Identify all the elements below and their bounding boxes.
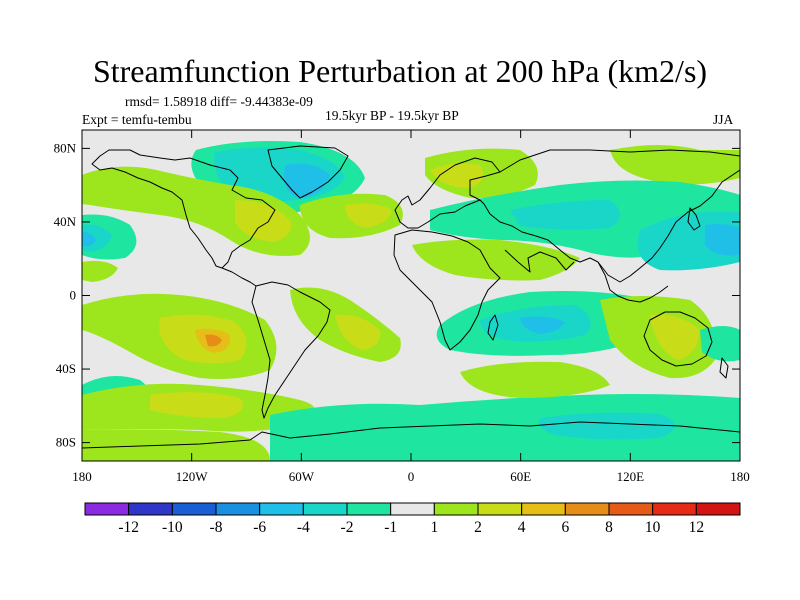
contour-natl-pos2	[345, 203, 392, 228]
stats-text: rmsd= 1.58918 diff= -9.44383e-09	[125, 94, 313, 109]
madagascar-coast	[487, 314, 499, 341]
colorbar-label: -12	[118, 519, 139, 536]
lat-tick-label: 40N	[54, 214, 77, 229]
season-label: JJA	[713, 112, 734, 127]
contour-dateline-neg3	[82, 232, 96, 247]
contour-arctic-neg3	[284, 163, 330, 198]
nz-coast	[719, 357, 729, 379]
period-label: 19.5kyr BP - 19.5kyr BP	[325, 108, 459, 123]
south-america-coast	[251, 281, 331, 419]
colorbar-label: -6	[253, 519, 266, 536]
arabia-india-coast	[504, 249, 575, 273]
contour-namerica-pos	[235, 200, 291, 242]
lon-tick-label: 60W	[289, 469, 315, 484]
contour-tatl-pos2	[335, 314, 381, 350]
colorbar-swatch	[521, 502, 566, 516]
colorbar-label: -2	[341, 519, 354, 536]
colorbar-swatch	[171, 502, 217, 516]
contour-spac-pos4	[205, 334, 222, 347]
longitude-axis: 180 120W 60W 0 60E 120E 180	[72, 130, 750, 484]
plot-title: Streamfunction Perturbation at 200 hPa (…	[92, 53, 708, 89]
colorbar-label: -4	[297, 519, 310, 536]
colorbar-label: 6	[561, 519, 569, 536]
lon-tick-label: 180	[730, 469, 750, 484]
colorbar-swatch	[652, 502, 697, 516]
contour-aus-pos2	[650, 314, 700, 360]
colorbar-swatch	[346, 502, 392, 516]
colorbar-label: 2	[474, 519, 482, 536]
colorbar-swatch	[302, 502, 348, 516]
colorbar-swatch	[608, 502, 654, 516]
japan-coast	[687, 207, 701, 231]
lon-tick-label: 0	[408, 469, 415, 484]
experiment-label: Expt = temfu-tembu	[82, 112, 192, 127]
colorbar-label: 1	[430, 519, 438, 536]
contour-greenland-e-pos	[610, 145, 740, 185]
north-america-coast	[91, 149, 276, 269]
colorbar-swatch	[477, 502, 523, 516]
contour-indian-neg3	[520, 316, 565, 334]
colorbar-swatch	[564, 502, 610, 516]
colorbar-label: 4	[518, 519, 526, 536]
europe-coast	[394, 157, 501, 229]
se-asia-coast	[597, 261, 669, 303]
contour-antarctic-neg2	[539, 412, 675, 440]
colorbar-label: -8	[210, 519, 223, 536]
contour-field	[82, 130, 740, 461]
latitude-axis: 80N 40N 0 40S 80S	[54, 140, 740, 450]
colorbar-swatch	[390, 502, 435, 516]
colorbar-swatch	[128, 502, 173, 516]
contour-eurasia-neg2	[510, 200, 620, 230]
contour-mideast-pos	[412, 239, 580, 281]
colorbar-swatch	[695, 502, 741, 516]
central-america-coast	[221, 267, 257, 287]
lat-tick-label: 0	[70, 288, 77, 303]
colorbar-label: -1	[384, 519, 397, 536]
lon-tick-label: 180	[72, 469, 92, 484]
lat-tick-label: 80S	[56, 435, 76, 450]
colorbar-label: 10	[645, 519, 661, 536]
colorbar-label: -10	[162, 519, 183, 536]
antarctica-coast	[82, 421, 740, 449]
contour-antarctic-pos	[460, 361, 610, 398]
greenland-coast	[267, 145, 349, 199]
lat-tick-label: 40S	[56, 361, 76, 376]
colorbar: -12 -10 -8 -6 -4 -2 -1 1 2 4 6 8 10 12	[84, 502, 741, 536]
lon-tick-label: 120E	[617, 469, 645, 484]
contour-so-pos2	[150, 392, 243, 418]
coastlines	[82, 145, 740, 449]
australia-coast	[643, 311, 713, 367]
asia-coast	[479, 149, 740, 283]
colorbar-label: 8	[605, 519, 613, 536]
colorbar-swatch	[433, 502, 479, 516]
africa-coast	[393, 229, 501, 351]
contour-cpac-pos	[82, 260, 118, 282]
contour-antarctic-neg	[270, 394, 740, 461]
colorbar-label: 12	[689, 519, 705, 536]
colorbar-swatch	[215, 502, 261, 516]
contour-wpac-neg2	[705, 224, 740, 256]
lon-tick-label: 60E	[510, 469, 531, 484]
lon-tick-label: 120W	[176, 469, 209, 484]
colorbar-swatch	[84, 502, 130, 516]
lat-tick-label: 80N	[54, 140, 77, 155]
colorbar-swatch	[259, 502, 304, 516]
